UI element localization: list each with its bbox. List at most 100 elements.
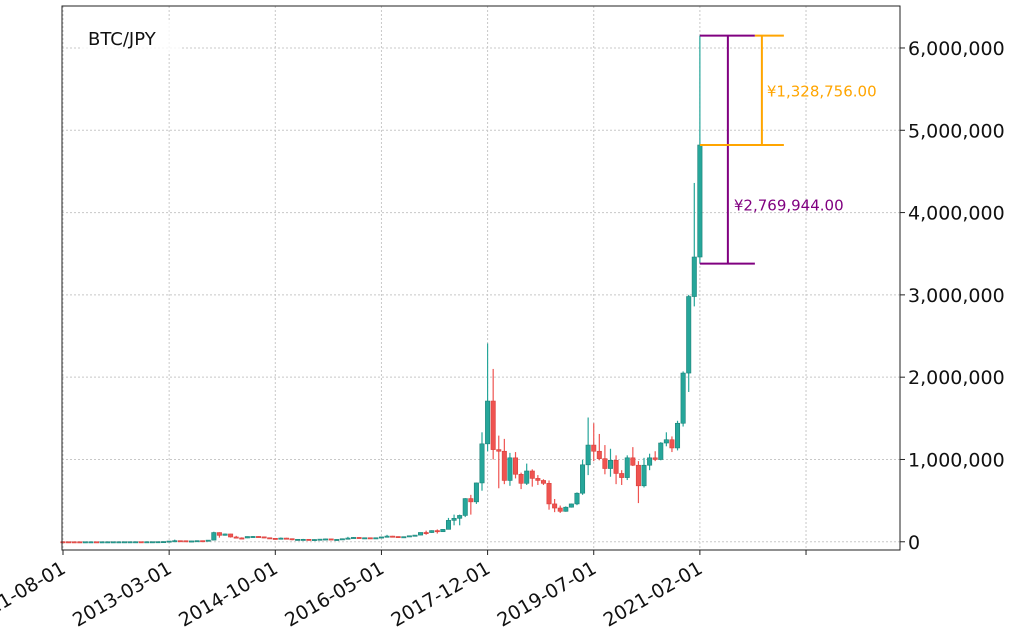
candle-down [490,400,496,450]
candle-down [540,480,546,484]
candle-down [261,536,267,539]
candle-down [557,507,563,512]
candle-up [105,541,111,544]
candle-up [429,530,435,533]
candle-up [222,533,228,536]
candle-down [239,537,245,540]
candle-up [373,537,379,540]
candle-up [161,541,167,544]
candle-up [172,540,178,543]
candle-down [183,540,189,543]
y-tick-label: 2,000,000 [908,367,1005,389]
candle-down [552,503,558,509]
candle-up [451,518,457,521]
candle-up [580,464,586,494]
candle-down [328,538,334,541]
candle-up [334,539,340,541]
candle-up [585,444,591,466]
candle-down [423,532,429,534]
candle-down [283,537,289,540]
annotations: ¥1,328,756.00 ¥2,769,944.00 [699,34,877,265]
candle-up [384,535,390,538]
candle-up [607,459,613,469]
candle-up [485,400,491,445]
candle-down [177,540,183,543]
candle-down [77,541,83,544]
candle-up [311,539,317,541]
candle-down [529,470,535,479]
candle-up [345,537,351,540]
candle-down [200,540,206,543]
candle-up [563,506,569,512]
candle-up [412,534,418,537]
candle-up [568,503,574,508]
candle-down [652,457,658,460]
candle-up [406,535,412,538]
candles [60,35,703,544]
y-tick-label: 0 [908,532,920,554]
candle-up [82,541,88,544]
y-tick-label: 5,000,000 [908,120,1005,142]
candle-up [88,541,94,544]
candle-down [434,530,440,533]
candle-down [513,457,519,475]
candle-up [121,541,127,544]
candle-up [624,457,630,478]
candle-up [155,541,161,544]
candle-down [60,541,66,544]
candle-up [323,538,329,541]
x-tick-label: 2013-03-01 [69,557,176,631]
candle-down [138,541,144,544]
candle-down [596,450,602,459]
candle-up [462,498,468,516]
candle-down [356,537,362,539]
candle-up [524,470,530,484]
candle-up [675,422,681,449]
candle-down [518,473,524,484]
candle-up [457,515,463,519]
candle-down [272,538,278,540]
candle-up [278,537,284,540]
candle-down [630,457,636,466]
candle-up [507,457,513,481]
candle-down [535,478,541,481]
candle-up [697,144,703,258]
chart-title: BTC/JPY [88,29,157,50]
candle-down [619,473,625,478]
legend-box [80,22,180,54]
candle-down [613,459,619,474]
candle-down [591,444,597,452]
candle-down [66,541,72,544]
candle-down [496,449,502,452]
candle-up [680,372,686,424]
candle-up [445,520,451,530]
candle-down [71,541,77,544]
x-tick-label: 2014-10-01 [175,557,282,631]
candle-up [205,539,211,542]
candle-up [378,536,384,539]
candle-down [306,539,312,541]
x-tick-label: 2021-02-01 [600,557,707,631]
candle-up [295,539,301,541]
y-tick-label: 6,000,000 [908,38,1005,60]
x-tick-label: 2011-08-01 [0,557,69,631]
candle-up [647,457,653,466]
candle-up [691,256,697,297]
candle-up [339,538,345,541]
candle-up [211,532,217,541]
candle-down [216,532,222,536]
plot-frame [61,5,901,551]
candle-up [663,439,669,444]
candle-down [390,535,396,538]
candle-up [658,442,664,460]
candle-up [574,492,580,505]
candle-up [116,541,122,544]
candle-down [367,537,373,540]
candle-up [110,541,116,544]
candle-up [127,541,133,544]
candle-up [362,537,368,540]
candle-down [501,450,507,481]
candle-down [546,483,552,505]
candle-down [94,541,100,544]
